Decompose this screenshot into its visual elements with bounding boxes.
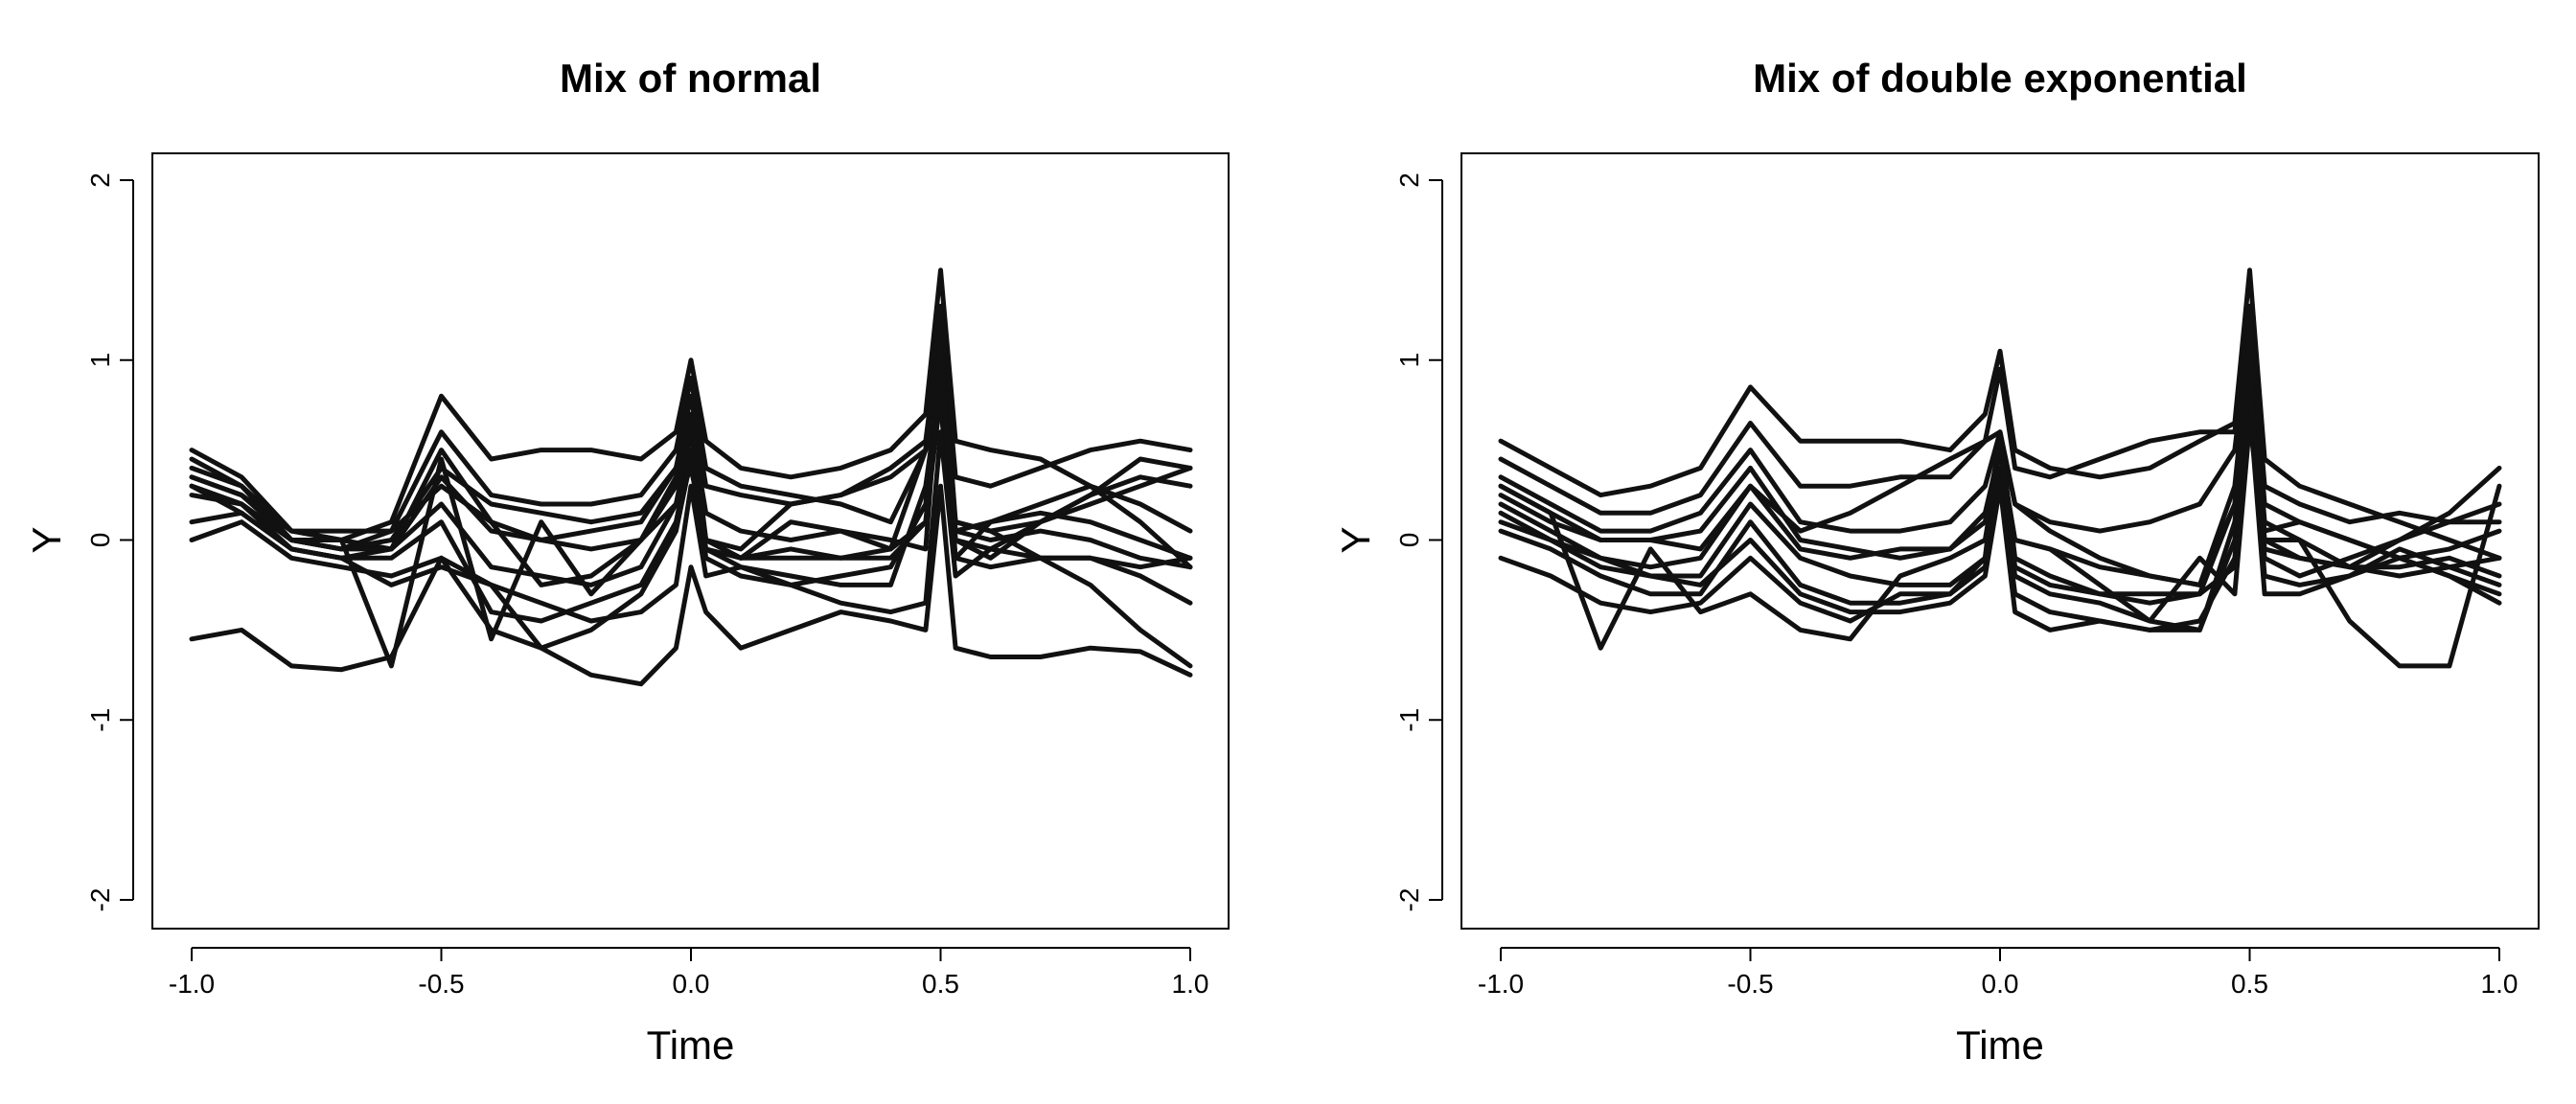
series-line-10 bbox=[1498, 421, 2502, 669]
x-tick-label: 0.5 bbox=[2231, 969, 2268, 999]
x-axis: -1.0 -0.5 0.0 0.5 1.0 bbox=[169, 947, 1209, 999]
chart-title: Mix of normal bbox=[560, 56, 821, 101]
plot-frame bbox=[151, 152, 1230, 930]
y-axis-label: Y bbox=[24, 526, 69, 553]
y-tick-label: -1 bbox=[1394, 708, 1424, 732]
x-tick-label: 1.0 bbox=[2481, 969, 2518, 999]
y-tick-label: -2 bbox=[85, 888, 115, 912]
x-axis-label: Time bbox=[647, 1023, 735, 1068]
series-line-11 bbox=[189, 483, 1193, 687]
series-line-10 bbox=[189, 348, 1193, 669]
y-tick-label: -1 bbox=[85, 708, 115, 732]
series-line-12 bbox=[189, 376, 1193, 669]
chart-title: Mix of double exponential bbox=[1753, 56, 2247, 101]
x-axis: -1.0 -0.5 0.0 0.5 1.0 bbox=[1478, 947, 2518, 999]
x-tick-label: -1.0 bbox=[1478, 969, 1524, 999]
y-tick-label: 2 bbox=[1394, 172, 1424, 188]
series-line-2 bbox=[1498, 303, 2502, 525]
x-tick-label: -0.5 bbox=[1727, 969, 1773, 999]
chart-panel-mix-of-double-exponential: Mix of double exponential -1.0 -0.5 0.0 0.5 1… bbox=[1333, 56, 2540, 1068]
plot-frame bbox=[1460, 152, 2540, 930]
x-tick-label: 0.5 bbox=[922, 969, 959, 999]
y-tick-label: -2 bbox=[1394, 888, 1424, 912]
y-tick-label: 1 bbox=[85, 353, 115, 368]
series-line-1 bbox=[1498, 267, 2502, 561]
x-tick-label: 0.0 bbox=[1982, 969, 2019, 999]
series-line-9 bbox=[189, 429, 1193, 624]
y-tick-label: 0 bbox=[85, 533, 115, 548]
x-tick-label: -1.0 bbox=[169, 969, 215, 999]
series-group bbox=[1498, 267, 2502, 669]
series-line-8 bbox=[1498, 402, 2502, 632]
series-group bbox=[189, 267, 1193, 687]
x-tick-label: 0.0 bbox=[673, 969, 710, 999]
y-tick-label: 0 bbox=[1394, 533, 1424, 548]
x-tick-label: -0.5 bbox=[418, 969, 464, 999]
y-tick-label: 1 bbox=[1394, 353, 1424, 368]
y-tick-label: 2 bbox=[85, 172, 115, 188]
y-axis: -2 -1 0 1 2 bbox=[1394, 172, 1443, 912]
y-axis-label: Y bbox=[1333, 526, 1378, 553]
x-tick-label: 1.0 bbox=[1172, 969, 1209, 999]
chart-panel-mix-of-normal: Mix of normal -1.0 -0.5 0.0 0.5 1.0 Time -2 -1 0 1… bbox=[24, 56, 1230, 1068]
y-axis: -2 -1 0 1 2 bbox=[85, 172, 134, 912]
series-line-1 bbox=[189, 267, 1193, 542]
series-line-11 bbox=[1498, 384, 2502, 597]
x-axis-label: Time bbox=[1956, 1023, 2044, 1068]
